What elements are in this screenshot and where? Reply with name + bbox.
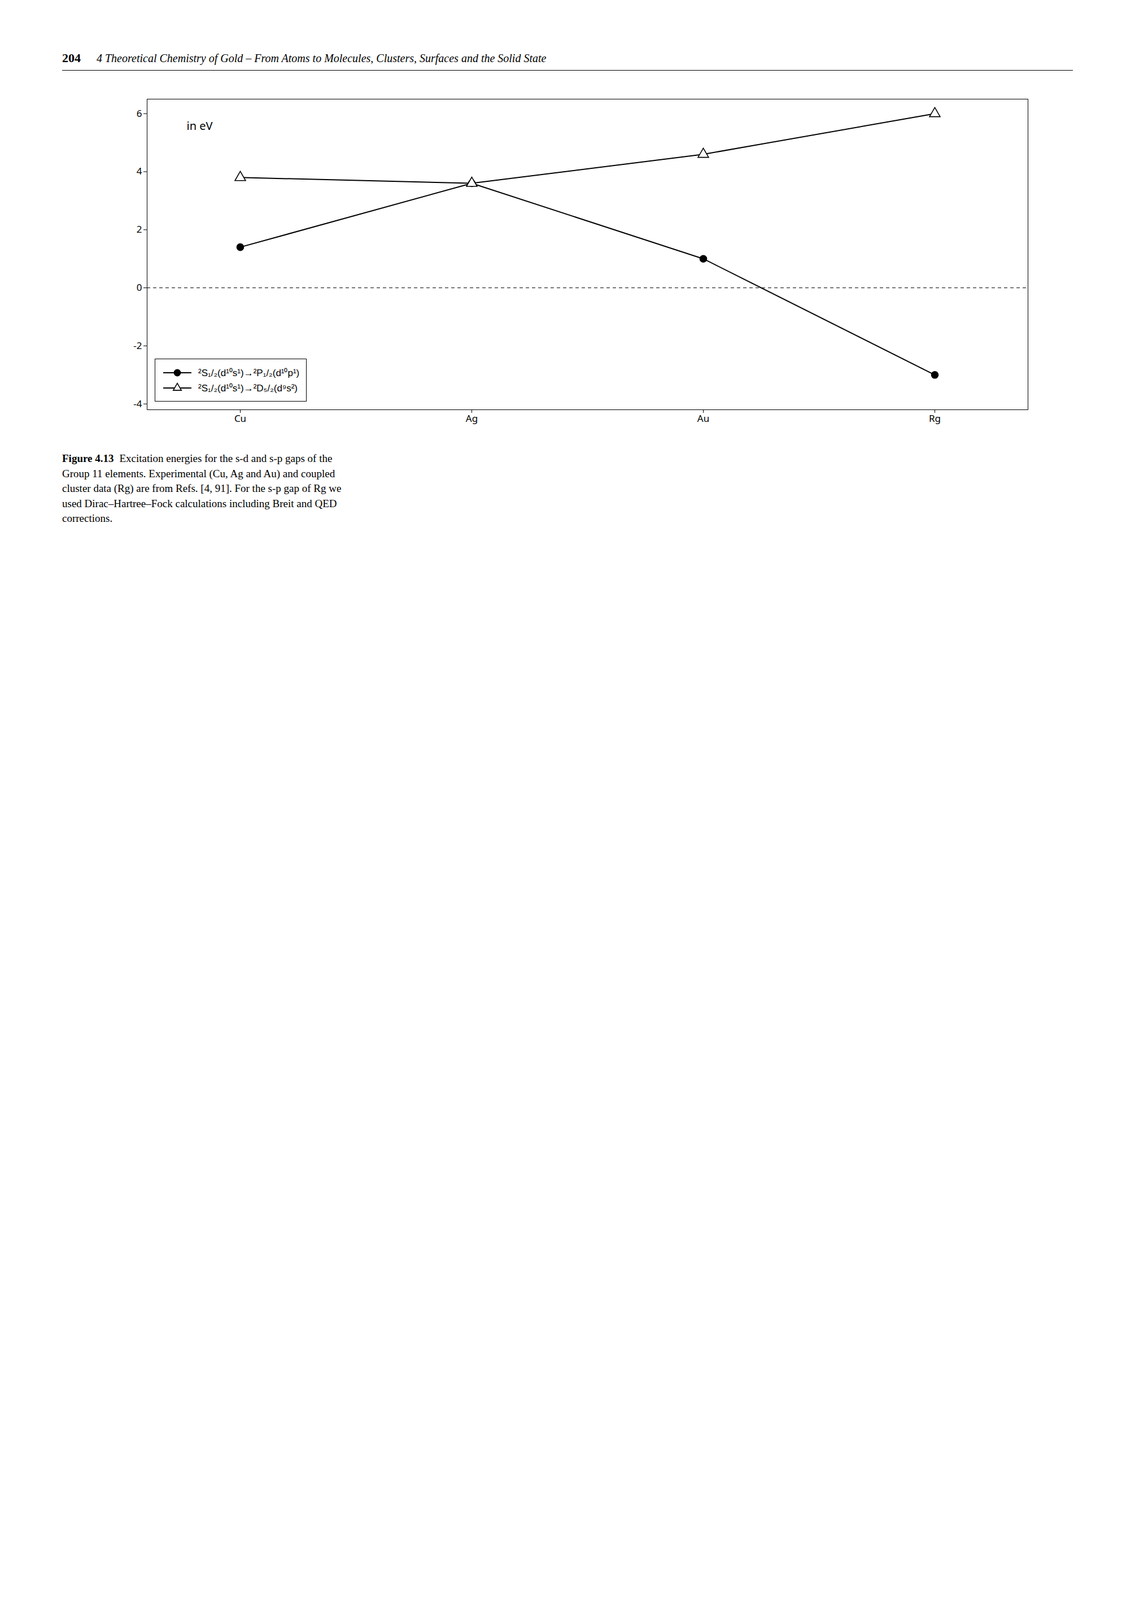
html-text:²S₁/₂(d¹⁰s¹)→²D₅/₂(d⁹s²): ²S₁/₂(d¹⁰s¹)→²D₅/₂(d⁹s²) xyxy=(198,382,298,394)
html-text:used Dirac–Hartree–Fock calcul: used Dirac–Hartree–Fock calculations inc… xyxy=(62,497,337,510)
svg-text:Au: Au xyxy=(697,411,710,425)
svg-text:2: 2 xyxy=(136,222,143,236)
html-text:4 Theoretical Chemistry of Gol: 4 Theoretical Chemistry of Gold – From A… xyxy=(96,51,547,65)
svg-text:6: 6 xyxy=(136,106,143,120)
html-text:Excitation energies for the s-: Excitation energies for the s-d and s-p … xyxy=(119,452,333,465)
html-text:204: 204 xyxy=(62,50,81,65)
svg-text:Cu: Cu xyxy=(234,411,247,425)
svg-text:0: 0 xyxy=(136,280,143,294)
html-text:Group 11 elements. Experimenta: Group 11 elements. Experimental (Cu, Ag … xyxy=(62,467,335,480)
html-text:corrections.: corrections. xyxy=(62,512,113,525)
svg-text:in eV: in eV xyxy=(186,118,213,134)
html-text:²S₁/₂(d¹⁰s¹)→²P₁/₂(d¹⁰p¹): ²S₁/₂(d¹⁰s¹)→²P₁/₂(d¹⁰p¹) xyxy=(198,367,300,379)
svg-text:4: 4 xyxy=(136,164,143,178)
svg-text:-4: -4 xyxy=(133,396,142,410)
svg-text:Rg: Rg xyxy=(928,411,941,425)
svg-text:Ag: Ag xyxy=(465,411,478,425)
html-text:cluster data (Rg) are from Ref: cluster data (Rg) are from Refs. [4, 91]… xyxy=(62,482,342,495)
html-text:Figure 4.13: Figure 4.13 xyxy=(62,452,114,465)
svg-text:-2: -2 xyxy=(133,338,142,352)
